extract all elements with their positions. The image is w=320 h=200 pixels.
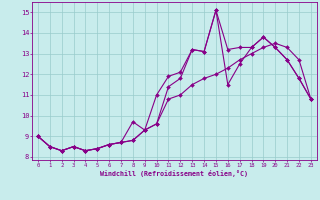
X-axis label: Windchill (Refroidissement éolien,°C): Windchill (Refroidissement éolien,°C) bbox=[100, 170, 248, 177]
